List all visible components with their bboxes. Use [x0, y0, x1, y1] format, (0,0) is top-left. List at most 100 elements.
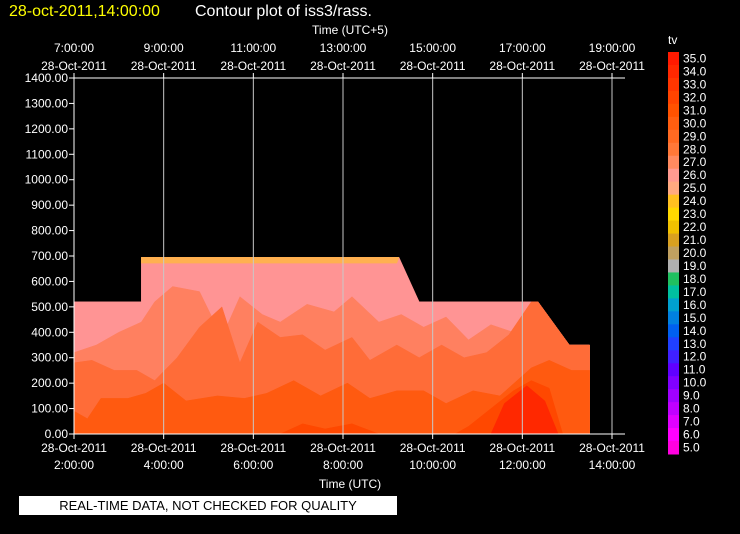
- y-tick-label-6: 600.00: [31, 274, 68, 288]
- bottom-tick-time-4: 10:00:00: [409, 458, 456, 472]
- colorbar-label-29: 6.0: [683, 428, 700, 442]
- colorbar-swatch-30: [668, 441, 679, 455]
- y-tick-label-7: 700.00: [31, 249, 68, 263]
- y-tick-label-13: 1300.00: [25, 96, 69, 110]
- colorbar-swatch-11: [668, 194, 679, 209]
- colorbar-label-28: 7.0: [683, 415, 700, 429]
- colorbar-label-11: 24.0: [683, 194, 707, 208]
- y-tick-label-14: 1400.00: [25, 71, 69, 85]
- bottom-tick-date-1: 28-Oct-2011: [131, 441, 197, 455]
- colorbar-label-5: 30.0: [683, 116, 707, 130]
- colorbar-swatch-28: [668, 415, 679, 429]
- colorbar-swatch-10: [668, 181, 679, 196]
- contour-region-29: [73, 360, 590, 435]
- colorbar-swatch-9: [668, 168, 679, 183]
- colorbar-label-23: 12.0: [683, 350, 707, 364]
- colorbar-swatch-24: [668, 363, 679, 377]
- top-tick-date-6: 28-Oct-2011: [579, 59, 645, 73]
- y-tick-label-3: 300.00: [31, 351, 68, 365]
- top-tick-time-0: 7:00:00: [54, 41, 94, 55]
- colorbar-label-9: 26.0: [683, 168, 707, 182]
- colorbar-swatch-6: [668, 129, 679, 144]
- top-tick-date-3: 28-Oct-2011: [310, 59, 376, 73]
- top-tick-date-2: 28-Oct-2011: [220, 59, 286, 73]
- bottom-axis-label: Time (UTC): [319, 477, 381, 491]
- colorbar-label-4: 31.0: [683, 103, 707, 117]
- y-tick-label-1: 100.00: [31, 402, 68, 416]
- colorbar-variable-label: tv: [668, 33, 677, 47]
- top-tick-time-4: 15:00:00: [409, 41, 456, 55]
- bottom-tick-date-2: 28-Oct-2011: [220, 441, 286, 455]
- bottom-tick-time-6: 14:00:00: [589, 458, 636, 472]
- y-tick-label-5: 500.00: [31, 300, 68, 314]
- colorbar-label-25: 10.0: [683, 376, 707, 390]
- colorbar-swatch-12: [668, 207, 679, 222]
- colorbar-label-1: 34.0: [683, 64, 707, 78]
- quality-notice: REAL-TIME DATA, NOT CHECKED FOR QUALITY: [19, 496, 397, 515]
- bottom-tick-date-0: 28-Oct-2011: [41, 441, 107, 455]
- colorbar-label-8: 27.0: [683, 155, 707, 169]
- colorbar-swatch-23: [668, 350, 679, 364]
- colorbar-label-30: 5.0: [683, 441, 700, 455]
- bottom-tick-date-4: 28-Oct-2011: [400, 441, 466, 455]
- colorbar-swatch-0: [668, 52, 679, 66]
- bottom-axis-ticks: 28-Oct-2011 2:00:00 28-Oct-2011 4:00:00 28-O…: [41, 434, 645, 472]
- colorbar-label-12: 23.0: [683, 207, 707, 221]
- colorbar-swatch-21: [668, 324, 679, 338]
- bottom-tick-date-3: 28-Oct-2011: [310, 441, 376, 455]
- top-tick-time-1: 9:00:00: [144, 41, 184, 55]
- colorbar-swatch-17: [668, 272, 679, 286]
- colorbar-label-24: 11.0: [683, 363, 706, 377]
- top-tick-date-1: 28-Oct-2011: [131, 59, 197, 73]
- colorbar-label-7: 28.0: [683, 142, 707, 156]
- colorbar-swatch-22: [668, 337, 679, 351]
- y-tick-label-2: 200.00: [31, 376, 68, 390]
- top-tick-time-2: 11:00:00: [230, 41, 276, 55]
- colorbar: 35.034.033.032.031.030.029.028.027.026.0…: [668, 51, 707, 455]
- y-tick-label-4: 400.00: [31, 325, 68, 339]
- top-tick-time-5: 17:00:00: [499, 41, 546, 55]
- colorbar-label-0: 35.0: [683, 51, 707, 65]
- colorbar-swatch-16: [668, 259, 679, 273]
- y-tick-label-0: 0.00: [45, 427, 69, 441]
- colorbar-label-6: 29.0: [683, 129, 707, 143]
- contour-regions: [73, 257, 590, 435]
- y-tick-label-8: 800.00: [31, 224, 68, 238]
- colorbar-label-19: 16.0: [683, 298, 707, 312]
- top-tick-time-6: 19:00:00: [589, 41, 636, 55]
- colorbar-label-14: 21.0: [683, 233, 707, 247]
- bottom-tick-time-0: 2:00:00: [54, 458, 94, 472]
- colorbar-label-21: 14.0: [683, 324, 707, 338]
- bottom-tick-time-2: 6:00:00: [233, 458, 273, 472]
- colorbar-swatch-1: [668, 64, 679, 79]
- top-tick-date-0: 28-Oct-2011: [41, 59, 107, 73]
- top-axis-ticks: 7:00:00 28-Oct-2011 9:00:00 28-Oct-2011 11:0…: [41, 41, 645, 78]
- colorbar-swatch-2: [668, 77, 679, 92]
- top-axis-label: Time (UTC+5): [312, 23, 388, 37]
- colorbar-swatch-26: [668, 389, 679, 403]
- colorbar-label-20: 15.0: [683, 311, 707, 325]
- colorbar-swatch-5: [668, 116, 679, 131]
- y-axis-ticks: 0.00 100.00 200.00 300.00 400.00 500.00 600.00…: [25, 71, 74, 441]
- colorbar-swatch-8: [668, 155, 679, 170]
- colorbar-swatch-20: [668, 311, 679, 325]
- colorbar-swatch-19: [668, 298, 679, 312]
- colorbar-label-22: 13.0: [683, 337, 707, 351]
- top-tick-date-5: 28-Oct-2011: [489, 59, 555, 73]
- colorbar-label-15: 20.0: [683, 246, 707, 260]
- colorbar-swatch-29: [668, 428, 679, 442]
- colorbar-label-16: 19.0: [683, 259, 707, 273]
- top-tick-time-3: 13:00:00: [320, 41, 367, 55]
- colorbar-swatch-13: [668, 220, 679, 235]
- colorbar-label-10: 25.0: [683, 181, 707, 195]
- colorbar-label-17: 18.0: [683, 272, 707, 286]
- colorbar-swatch-3: [668, 90, 679, 105]
- contour-region-25: [141, 257, 400, 264]
- y-tick-label-10: 1000.00: [25, 173, 69, 187]
- colorbar-label-18: 17.0: [683, 285, 707, 299]
- colorbar-label-2: 33.0: [683, 77, 707, 91]
- colorbar-swatch-18: [668, 285, 679, 299]
- colorbar-label-13: 22.0: [683, 220, 707, 234]
- bottom-tick-time-1: 4:00:00: [144, 458, 184, 472]
- y-tick-label-12: 1200.00: [25, 122, 69, 136]
